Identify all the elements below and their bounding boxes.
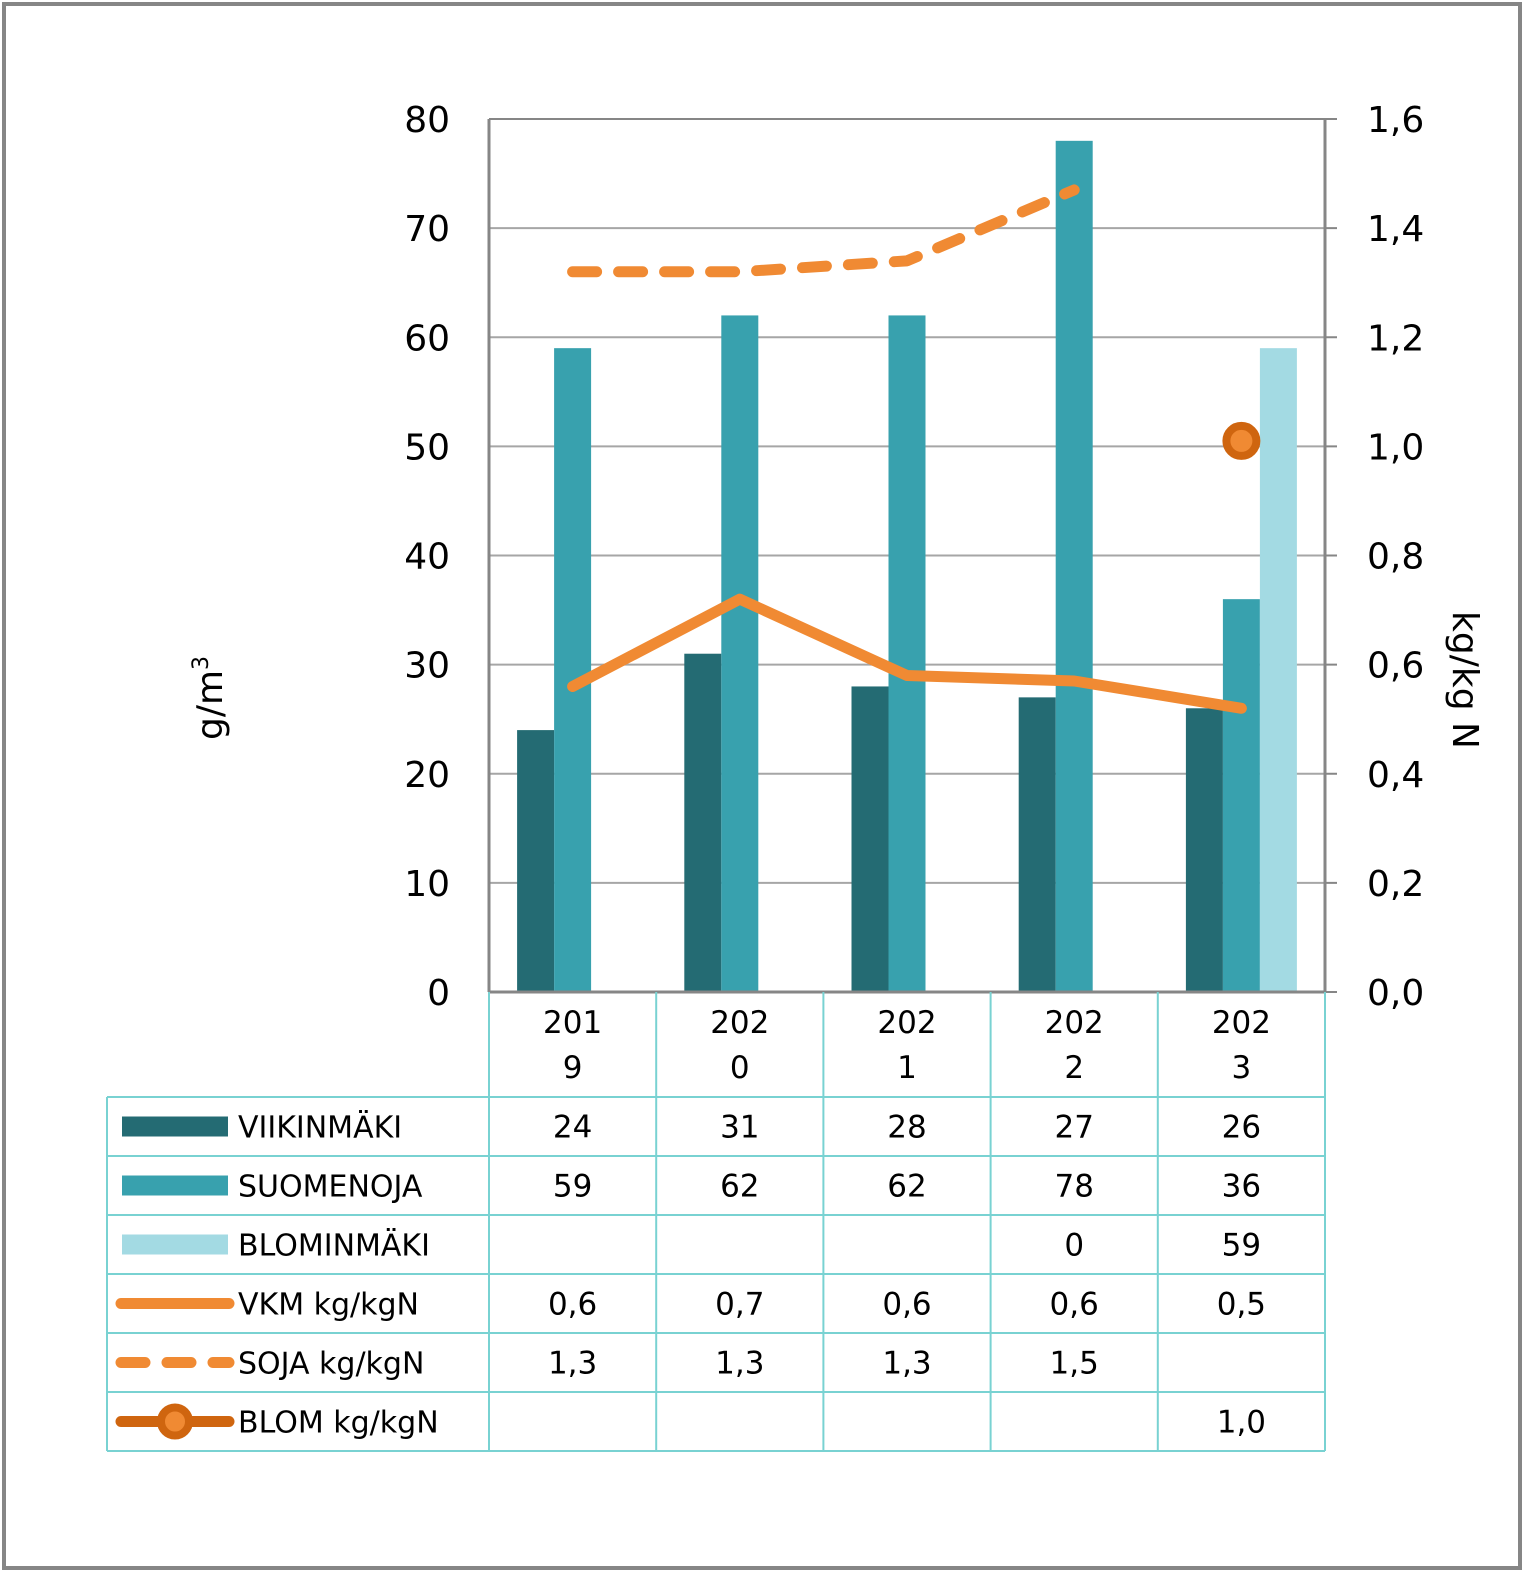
x-tick-label: 202	[1212, 1005, 1271, 1041]
x-tick-label: 1	[897, 1050, 917, 1086]
y2-tick-label: 0,8	[1367, 537, 1424, 578]
y2-tick-label: 1,4	[1367, 209, 1424, 250]
legend-key-viikinmäki	[122, 1116, 228, 1137]
y2-tick-label: 0,6	[1367, 646, 1424, 687]
y-tick-label: 30	[404, 646, 450, 687]
legend-key-blominmäki	[122, 1234, 228, 1255]
y-tick-label: 40	[404, 537, 450, 578]
bar-viikinmäki	[851, 686, 889, 992]
y-axis-ticks: 0 10 20 30 40 50 60 70 80	[404, 100, 450, 1014]
bar-suomenoja	[721, 315, 759, 992]
y2-tick-label: 0,4	[1367, 755, 1424, 796]
y2-tick-label: 1,2	[1367, 318, 1424, 359]
bar-viikinmäki	[684, 653, 722, 992]
legend-label: BLOMINMÄKI	[238, 1228, 430, 1264]
table-cell-value: 78	[1054, 1169, 1093, 1205]
x-tick-label: 9	[563, 1050, 583, 1086]
y-tick-label: 70	[404, 209, 450, 250]
bar-viikinmäki	[517, 730, 555, 992]
table-cell-value: 27	[1054, 1110, 1093, 1146]
bars	[517, 140, 1297, 993]
table-cell-value: 59	[1222, 1228, 1261, 1264]
legend-key-suomenoja	[122, 1175, 228, 1196]
x-tick-label: 0	[730, 1050, 750, 1086]
y-axis-label: g/m3	[189, 656, 231, 740]
x-tick-label: 202	[877, 1005, 936, 1041]
y2-tick-label: 0,2	[1367, 864, 1424, 905]
table-cell-value: 1,5	[1050, 1346, 1099, 1382]
legend-marker-blom	[157, 1403, 193, 1440]
bar-suomenoja	[1055, 140, 1093, 992]
x-tick-label: 202	[710, 1005, 769, 1041]
y2-axis-label: kg/kg N	[1444, 611, 1485, 749]
y2-tick-label: 0,0	[1367, 973, 1424, 1014]
y-tick-label: 20	[404, 755, 450, 796]
legend-label: BLOM kg/kgN	[238, 1406, 439, 1441]
axes	[487, 118, 1337, 994]
table-cell-value: 1,3	[882, 1346, 931, 1382]
bar-viikinmäki	[1185, 708, 1223, 992]
x-tick-label: 202	[1045, 1005, 1104, 1041]
table-cell-value: 1,3	[715, 1346, 764, 1382]
y-tick-label: 0	[427, 973, 450, 1014]
y-tick-label: 60	[404, 318, 450, 359]
table-cell-value: 24	[553, 1110, 592, 1146]
table-cell-value: 0,5	[1217, 1287, 1266, 1323]
y-tick-label: 80	[404, 100, 450, 141]
table-cell-value: 0,6	[882, 1287, 931, 1323]
y2-axis-ticks: 0,0 0,2 0,4 0,6 0,8 1,0 1,2 1,4 1,6	[1367, 100, 1424, 1014]
line-soja	[567, 184, 1080, 278]
y2-tick-label: 1,6	[1367, 100, 1424, 141]
line-vkm	[567, 593, 1247, 714]
table-cell-value: 0	[1064, 1228, 1084, 1264]
bar-suomenoja	[888, 315, 926, 992]
y-tick-label: 50	[404, 427, 450, 468]
x-tick-label: 201	[543, 1005, 602, 1041]
bar-blominmäki	[1259, 348, 1297, 993]
legend-label: SOJA kg/kgN	[238, 1347, 424, 1382]
series-lines	[567, 184, 1261, 714]
table-cell-value: 28	[887, 1110, 926, 1146]
table-cell-value: 0,7	[715, 1287, 764, 1323]
y-tick-label: 10	[404, 864, 450, 905]
table-cell-value: 1,3	[548, 1346, 597, 1382]
legend-label: VKM kg/kgN	[238, 1288, 419, 1323]
legend-label: SUOMENOJA	[238, 1170, 423, 1205]
table-cell-value: 0,6	[548, 1287, 597, 1323]
table-cell-value: 31	[720, 1110, 759, 1146]
y2-tick-label: 1,0	[1367, 427, 1424, 468]
data-table: 201 9 202 0 202 1 202 2 202 3 VIIKINMÄKI 24 31 28 27 26…	[106, 992, 1326, 1452]
table-cell-value: 1,0	[1217, 1405, 1266, 1441]
table-cell-value: 0,6	[1050, 1287, 1099, 1323]
x-tick-label: 3	[1232, 1050, 1252, 1086]
table-cell-value: 36	[1222, 1169, 1261, 1205]
bar-suomenoja	[554, 348, 592, 993]
bar-viikinmäki	[1018, 697, 1056, 992]
table-cell-value: 26	[1222, 1110, 1261, 1146]
data-point-blom	[1222, 421, 1261, 460]
table-cell-value: 62	[887, 1169, 926, 1205]
bar-suomenoja	[1222, 599, 1260, 992]
table-cell-value: 62	[720, 1169, 759, 1205]
x-tick-label: 2	[1064, 1050, 1084, 1086]
legend-label: VIIKINMÄKI	[238, 1110, 402, 1146]
table-cell-value: 59	[553, 1169, 592, 1205]
